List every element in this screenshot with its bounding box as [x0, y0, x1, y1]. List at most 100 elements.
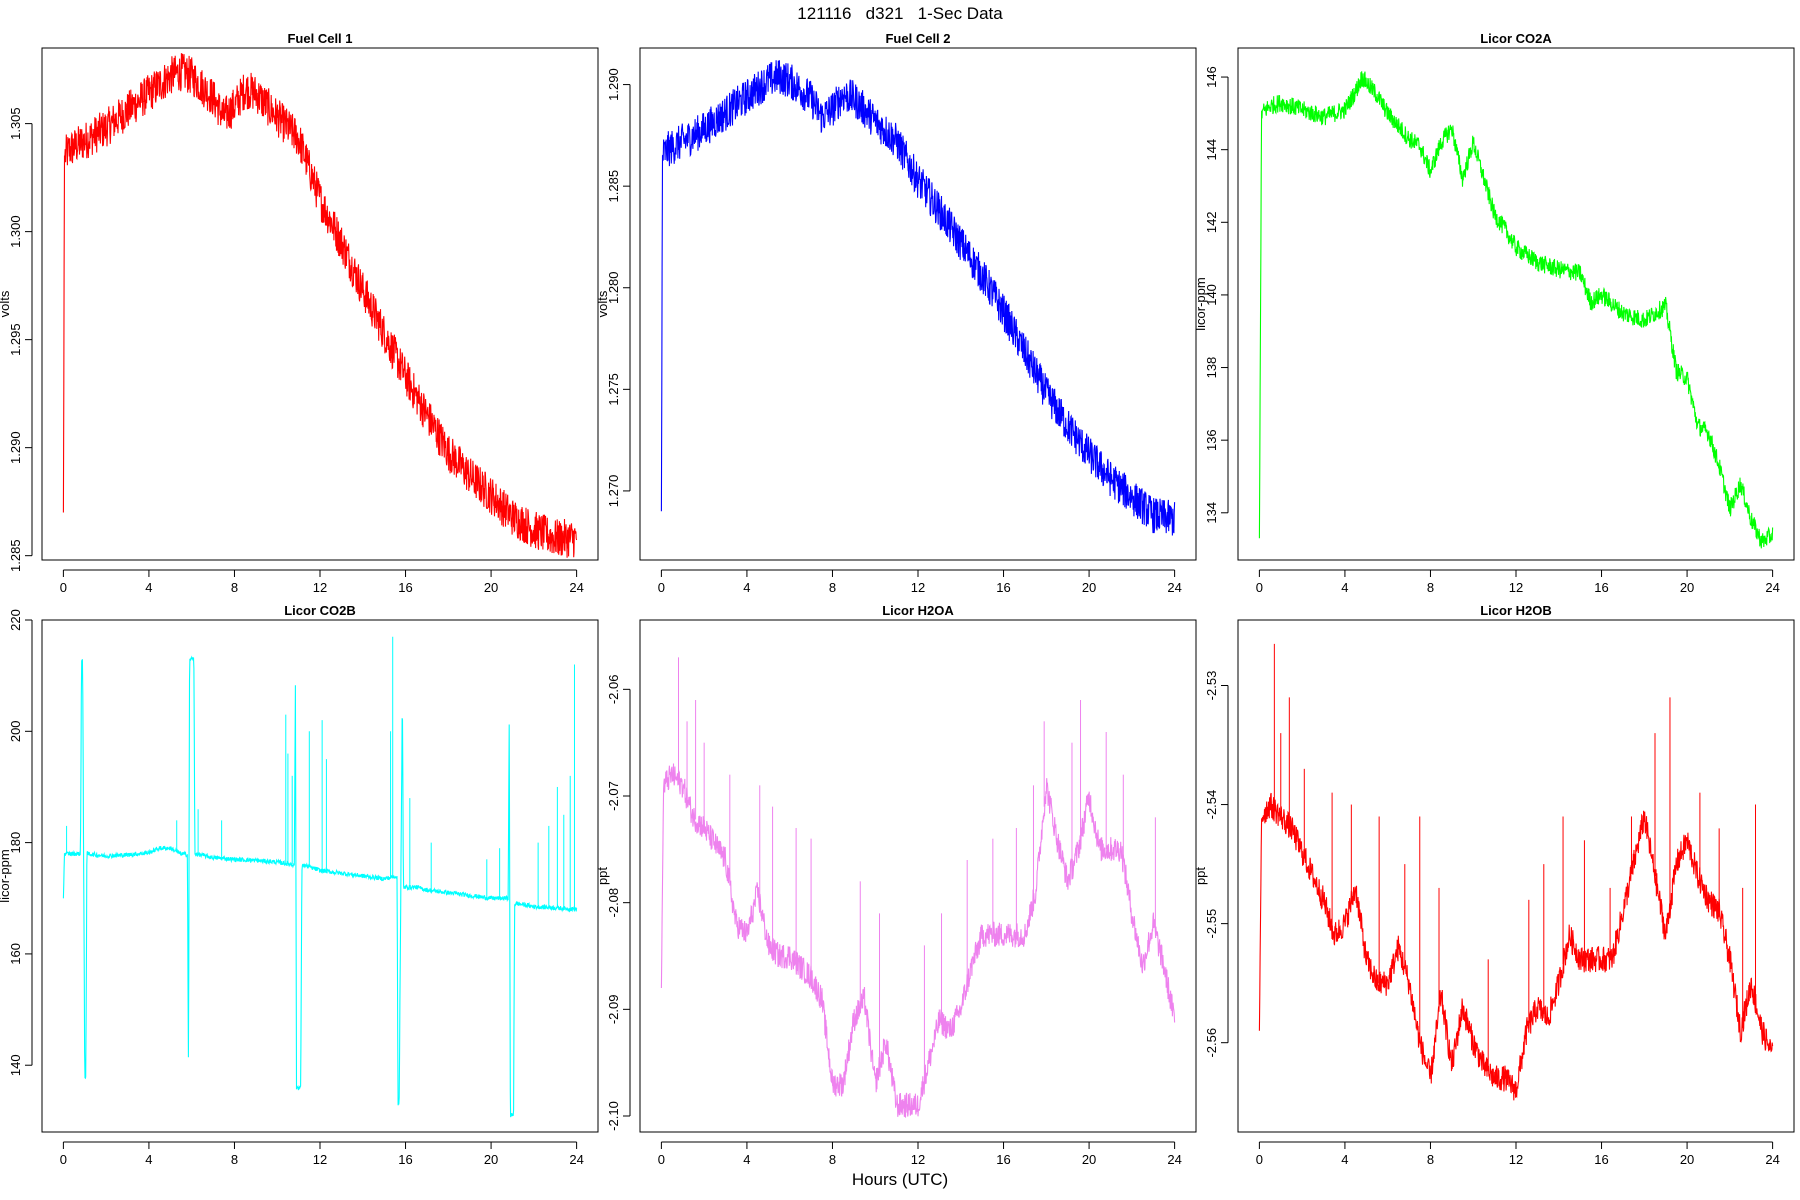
panel-6-x-tick-label: 8	[1427, 1152, 1434, 1167]
panel-2-series-line	[660, 60, 1176, 536]
panel-3-y-tick-label: 140	[1204, 284, 1219, 306]
panel-6-title: Licor H2OB	[1480, 603, 1552, 618]
panel-2-frame	[639, 47, 1197, 561]
panel-3-x-tick-label: 12	[1509, 580, 1523, 595]
panel-1-y-axis-label: volts	[0, 290, 12, 317]
panel-1-y-tick-label: 1.285	[8, 539, 23, 572]
panel-4-y-tick-label: 220	[8, 609, 23, 631]
panel-6-x-tick-label: 16	[1594, 1152, 1608, 1167]
panel-3-x-tick-label: 8	[1427, 580, 1434, 595]
figure-title: 121116 d321 1-Sec Data	[797, 4, 1003, 23]
panel-3-x-tick-label: 4	[1341, 580, 1348, 595]
panel-5-x-tick-label: 0	[658, 1152, 665, 1167]
panel-2-x-tick-label: 20	[1082, 580, 1096, 595]
panel-4-title: Licor CO2B	[284, 603, 356, 618]
panel-1-x-tick-label: 0	[60, 580, 67, 595]
panel-3-title: Licor CO2A	[1480, 31, 1552, 46]
panel-6-x-tick-label: 4	[1341, 1152, 1348, 1167]
panel-2-y-tick-label: 1.275	[606, 373, 621, 406]
panel-5-y-tick-label: -2.09	[606, 995, 621, 1025]
panel-3-x-tick-label: 0	[1256, 580, 1263, 595]
panel-1-x-tick-label: 12	[313, 580, 327, 595]
panel-6-y-tick-label: -2.56	[1204, 1028, 1219, 1058]
panel-2-x-tick-label: 4	[743, 580, 750, 595]
panel-5-x-tick-label: 4	[743, 1152, 750, 1167]
panel-6-series-line	[1258, 792, 1774, 1101]
panel-5-frame	[639, 619, 1197, 1133]
panel-5-x-tick-label: 24	[1167, 1152, 1181, 1167]
panel-3-y-tick-label: 146	[1204, 66, 1219, 88]
panel-2-x-tick-label: 8	[829, 580, 836, 595]
panel-1-y-tick-label: 1.300	[8, 215, 23, 248]
panel-3-y-tick-label: 138	[1204, 357, 1219, 379]
panel-2-y-tick-label: 1.280	[606, 271, 621, 304]
panel-5-y-tick-label: -2.10	[606, 1101, 621, 1131]
panel-3-x-tick-label: 20	[1680, 580, 1694, 595]
panel-1-y-tick-label: 1.295	[8, 323, 23, 356]
panel-4-x-tick-label: 0	[60, 1152, 67, 1167]
panel-1-title: Fuel Cell 1	[287, 31, 352, 46]
panel-4-x-tick-label: 20	[484, 1152, 498, 1167]
panel-2-y-tick-label: 1.290	[606, 68, 621, 101]
x-axis-common-label: Hours (UTC)	[851, 1170, 949, 1189]
panel-5-y-tick-label: -2.08	[606, 888, 621, 918]
panel-5-x-tick-label: 16	[996, 1152, 1010, 1167]
panel-1-x-tick-label: 8	[231, 580, 238, 595]
panel-4-x-tick-label: 24	[569, 1152, 583, 1167]
panel-3-y-axis-label: licor-ppm	[1193, 277, 1208, 330]
panel-3-frame	[1237, 47, 1795, 561]
panel-1-x-tick-label: 24	[569, 580, 583, 595]
panel-1-frame	[41, 47, 599, 561]
panel-1-series-line	[62, 53, 578, 558]
panel-4-series-line	[62, 655, 578, 1118]
panel-4-y-tick-label: 200	[8, 720, 23, 742]
panel-2-x-tick-label: 24	[1167, 580, 1181, 595]
panel-6-x-tick-label: 0	[1256, 1152, 1263, 1167]
panel-4-y-tick-label: 140	[8, 1054, 23, 1076]
panel-6-x-tick-label: 24	[1765, 1152, 1779, 1167]
panel-3-y-tick-label: 142	[1204, 211, 1219, 233]
panel-6-x-tick-label: 12	[1509, 1152, 1523, 1167]
panel-2-x-tick-label: 16	[996, 580, 1010, 595]
panel-4-x-tick-label: 4	[145, 1152, 152, 1167]
panel-4-x-tick-label: 16	[398, 1152, 412, 1167]
panel-2-y-tick-label: 1.270	[606, 475, 621, 508]
panel-2-title: Fuel Cell 2	[885, 31, 950, 46]
panel-3-series-line	[1258, 71, 1774, 549]
panel-4-y-tick-label: 160	[8, 943, 23, 965]
panel-6-y-tick-label: -2.54	[1204, 790, 1219, 820]
panel-3-x-tick-label: 24	[1765, 580, 1779, 595]
panel-5-x-tick-label: 12	[911, 1152, 925, 1167]
panel-5-x-tick-label: 8	[829, 1152, 836, 1167]
panel-5-x-tick-label: 20	[1082, 1152, 1096, 1167]
panel-5-series-line	[660, 763, 1176, 1118]
panel-2-x-tick-label: 0	[658, 580, 665, 595]
panel-5-y-axis-label: ppt	[595, 867, 610, 885]
panel-5-y-tick-label: -2.06	[606, 675, 621, 705]
panel-4-x-tick-label: 8	[231, 1152, 238, 1167]
panel-4-x-tick-label: 12	[313, 1152, 327, 1167]
panel-1-x-tick-label: 20	[484, 580, 498, 595]
panel-1-y-tick-label: 1.305	[8, 107, 23, 140]
panel-1-x-tick-label: 4	[145, 580, 152, 595]
panel-3-y-tick-label: 134	[1204, 502, 1219, 524]
panel-6-frame	[1237, 619, 1795, 1133]
panel-1-x-tick-label: 16	[398, 580, 412, 595]
panel-2-y-axis-label: volts	[595, 290, 610, 317]
panel-4-y-axis-label: licor-ppm	[0, 849, 12, 902]
panel-5-y-tick-label: -2.07	[606, 781, 621, 811]
panel-6-y-axis-label: ppt	[1193, 867, 1208, 885]
panel-3-x-tick-label: 16	[1594, 580, 1608, 595]
panel-3-y-tick-label: 136	[1204, 429, 1219, 451]
panel-6-y-tick-label: -2.55	[1204, 909, 1219, 939]
panel-2-y-tick-label: 1.285	[606, 170, 621, 203]
panel-3-y-tick-label: 144	[1204, 139, 1219, 161]
panel-4-frame	[41, 619, 599, 1133]
panel-6-x-tick-label: 20	[1680, 1152, 1694, 1167]
panel-6-y-tick-label: -2.53	[1204, 671, 1219, 701]
panel-2-x-tick-label: 12	[911, 580, 925, 595]
panel-5-title: Licor H2OA	[882, 603, 954, 618]
panel-1-y-tick-label: 1.290	[8, 431, 23, 464]
panel-4-y-tick-label: 180	[8, 832, 23, 854]
